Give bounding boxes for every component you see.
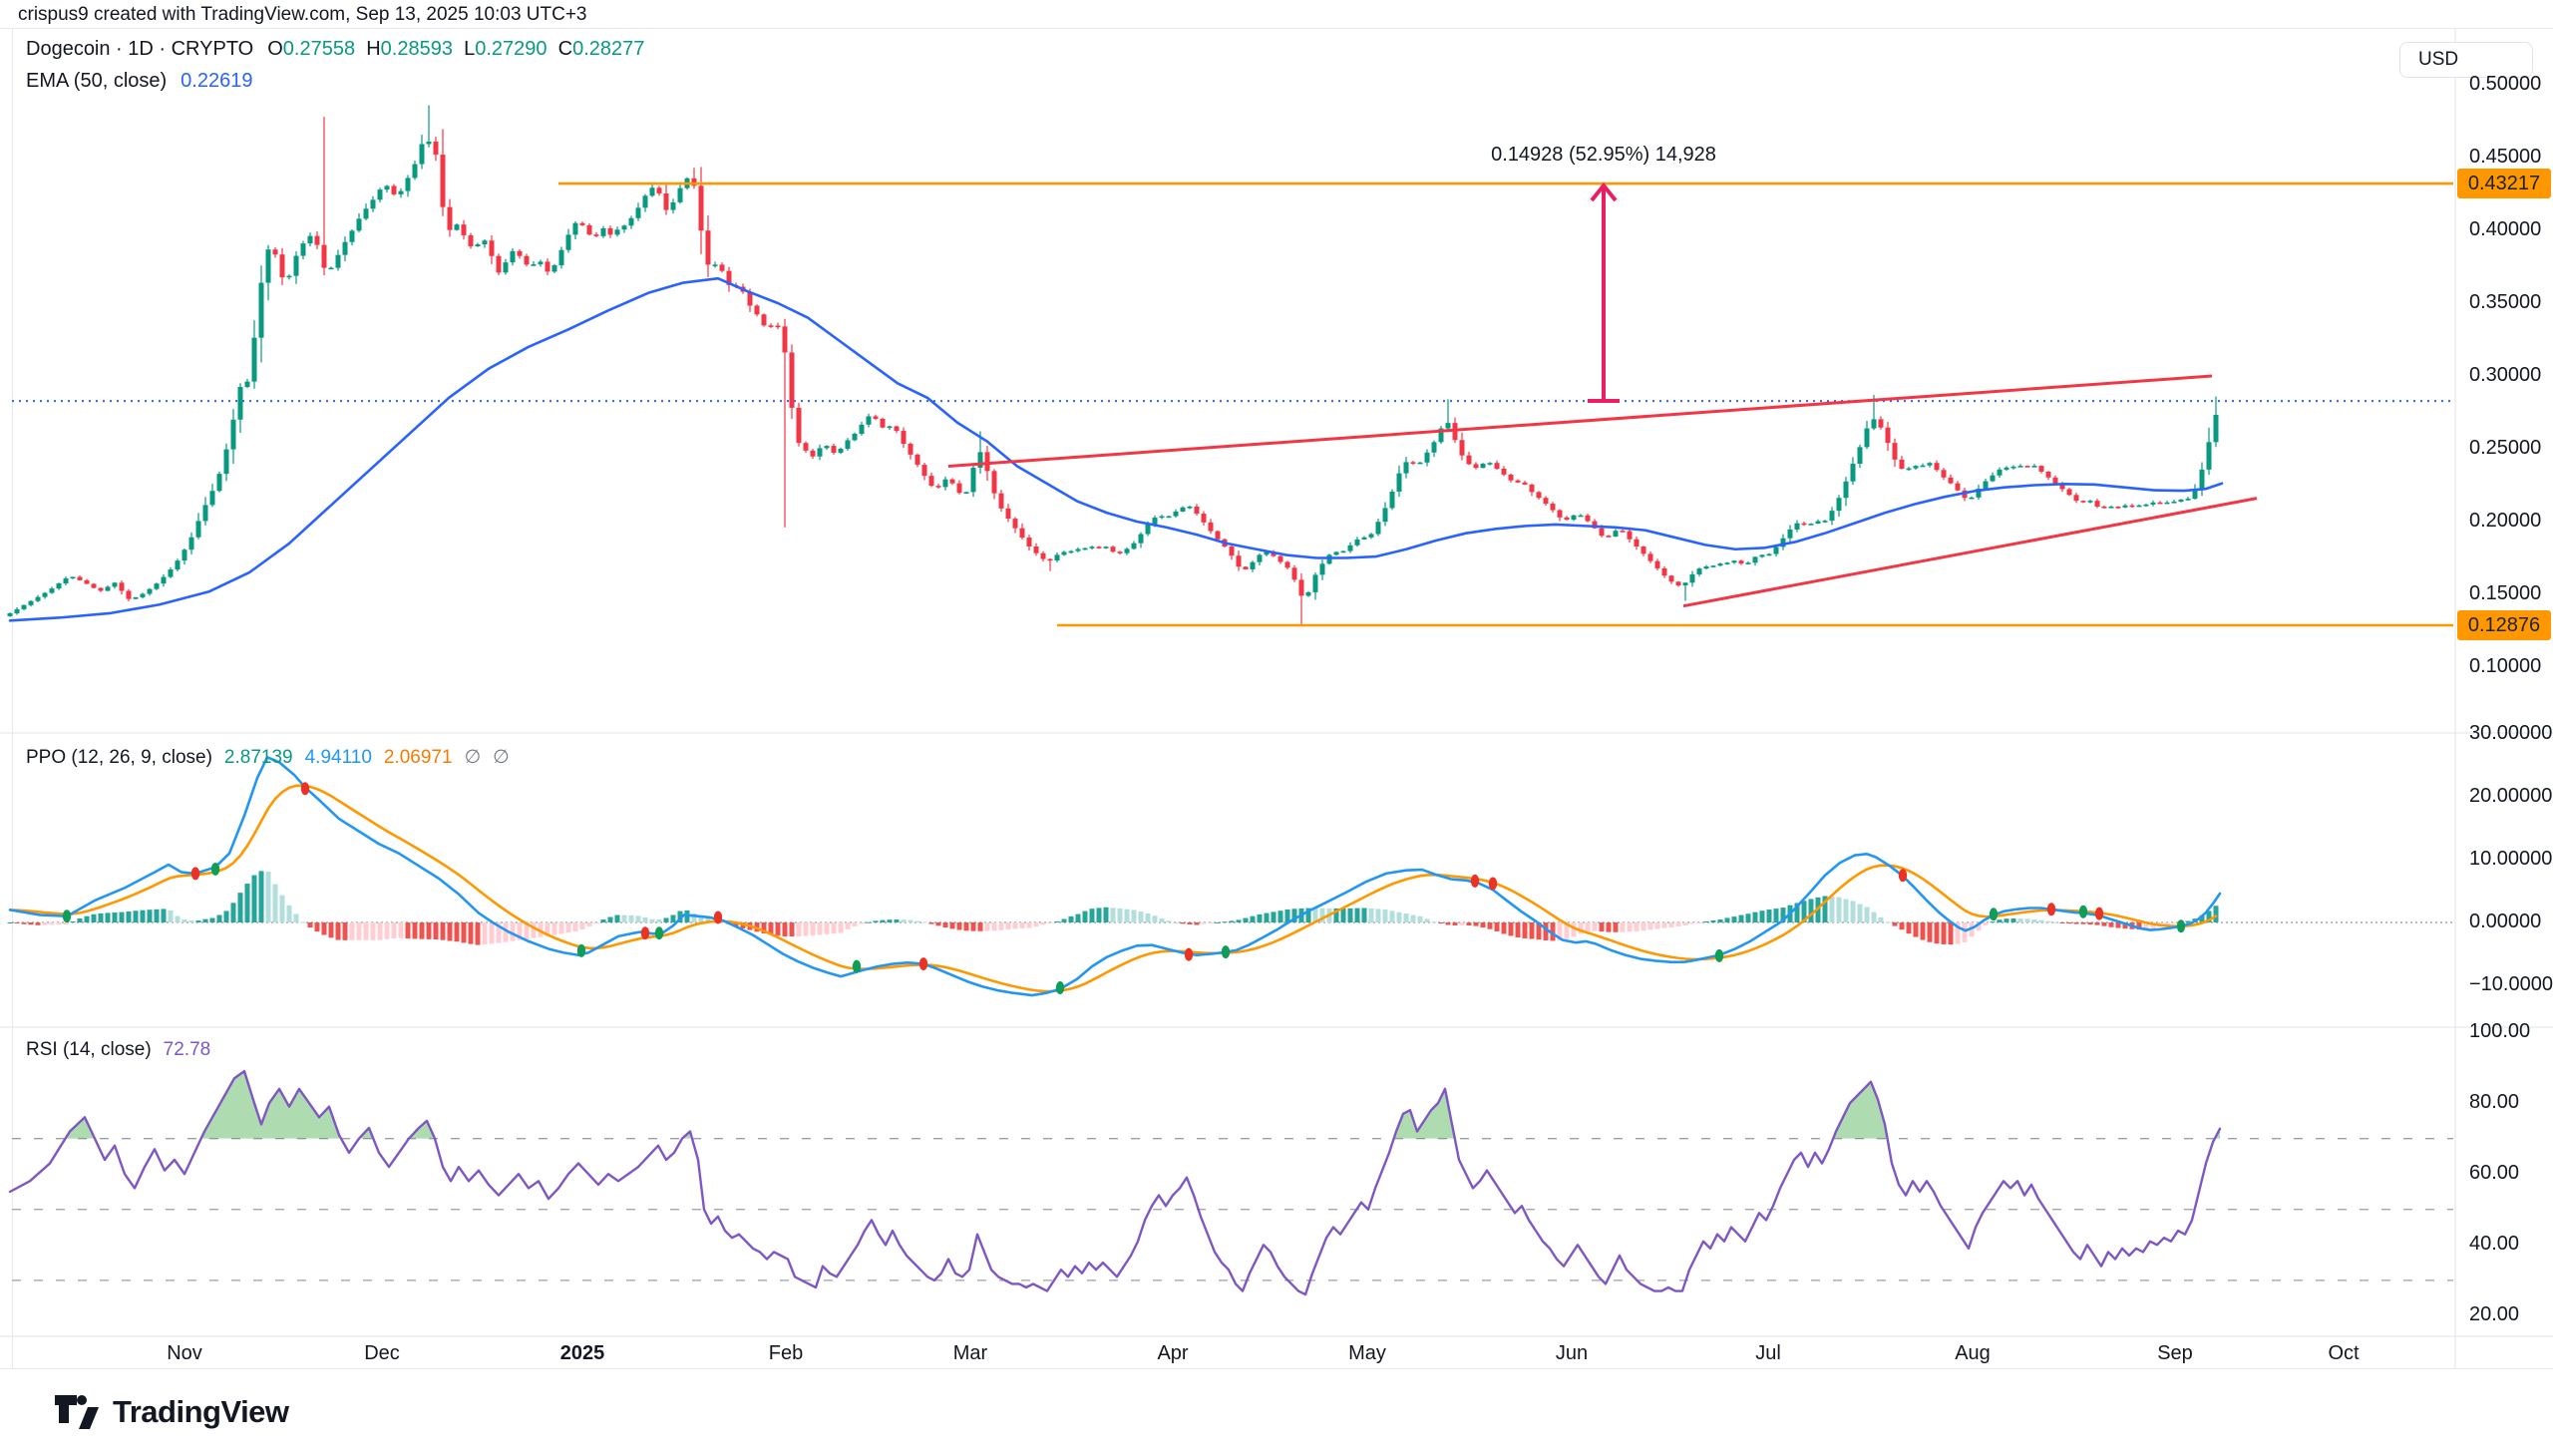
ppo-value-line: 4.94110 bbox=[304, 747, 372, 768]
brand-footer: TradingView bbox=[55, 1394, 289, 1430]
ppo-hidden-series-icon[interactable]: ∅ bbox=[493, 747, 510, 768]
ppo-legend: PPO (12, 26, 9, close) 2.87139 4.94110 2… bbox=[26, 746, 510, 769]
price-level-badge: 0.43217 bbox=[2457, 169, 2551, 199]
trendline[interactable] bbox=[1682, 497, 2258, 608]
ppo-cross-up-dot bbox=[852, 959, 862, 973]
time-axis-label: Oct bbox=[2328, 1342, 2360, 1364]
price-axis-tick: 0.40000 bbox=[2469, 218, 2542, 240]
rsi-axis-tick: 100.00 bbox=[2469, 1020, 2531, 1042]
ppo-value-signal: 2.06971 bbox=[383, 747, 453, 768]
ppo-cross-up-dot bbox=[654, 926, 664, 940]
rsi-pane[interactable] bbox=[8, 1069, 2453, 1296]
price-axis-tick: 0.20000 bbox=[2469, 510, 2542, 532]
ppo-cross-down-dot bbox=[918, 957, 928, 971]
card-bottom-border bbox=[0, 1368, 2553, 1369]
price-axis-tick: 0.50000 bbox=[2469, 73, 2542, 95]
card-left-border bbox=[12, 28, 13, 1368]
ppo-value-histogram: 2.87139 bbox=[223, 747, 293, 768]
high-value: 0.28593 bbox=[380, 38, 453, 60]
ppo-hidden-series-icon[interactable]: ∅ bbox=[464, 747, 482, 768]
ppo-cross-down-dot bbox=[2046, 903, 2056, 916]
currency-unit-button[interactable]: USD bbox=[2399, 42, 2533, 78]
rsi-axis-tick: 80.00 bbox=[2469, 1091, 2520, 1114]
ppo-axis-tick: −10.00000 bbox=[2469, 973, 2553, 995]
price-axis-tick: 0.25000 bbox=[2469, 437, 2542, 459]
ppo-cross-up-dot bbox=[62, 910, 72, 923]
ema-indicator-label[interactable]: EMA (50, close) bbox=[26, 70, 168, 92]
main-legend: Dogecoin · 1D · CRYPTO O0.27558 H0.28593… bbox=[26, 36, 644, 100]
rsi-axis-tick: 20.00 bbox=[2469, 1303, 2520, 1326]
rsi-legend: RSI (14, close) 72.78 bbox=[26, 1039, 210, 1061]
ema-indicator-value: 0.22619 bbox=[181, 70, 253, 92]
ppo-axis-tick: 10.00000 bbox=[2469, 848, 2553, 870]
ppo-cross-up-dot bbox=[2176, 919, 2186, 933]
time-axis-label: Sep bbox=[2157, 1342, 2193, 1364]
ppo-cross-down-dot bbox=[1184, 947, 1194, 961]
price-axis-tick: 0.30000 bbox=[2469, 364, 2542, 386]
ppo-cross-up-dot bbox=[1221, 945, 1231, 959]
credit-text: crispus9 created with TradingView.com, S… bbox=[18, 4, 587, 25]
ppo-cross-down-dot bbox=[1470, 874, 1480, 888]
ppo-cross-down-dot bbox=[713, 910, 723, 924]
time-axis-label: Feb bbox=[768, 1342, 804, 1364]
trendline[interactable] bbox=[947, 374, 2213, 469]
symbol-title[interactable]: Dogecoin · 1D · CRYPTO bbox=[26, 38, 254, 60]
time-axis-label: 2025 bbox=[559, 1342, 605, 1364]
open-label: O bbox=[267, 38, 283, 60]
ppo-axis-tick: 30.00000 bbox=[2469, 722, 2553, 744]
close-value: 0.28277 bbox=[572, 38, 645, 60]
ppo-indicator-label[interactable]: PPO (12, 26, 9, close) bbox=[26, 747, 212, 768]
currency-label: USD bbox=[2418, 49, 2459, 70]
price-level-badge: 0.12876 bbox=[2457, 610, 2551, 640]
ema-row: EMA (50, close) 0.22619 bbox=[26, 68, 644, 94]
low-value: 0.27290 bbox=[475, 38, 547, 60]
ppo-cross-up-dot bbox=[1055, 981, 1065, 995]
rsi-indicator-value: 72.78 bbox=[163, 1039, 211, 1060]
ppo-axis-tick: 0.00000 bbox=[2469, 910, 2542, 932]
ppo-cross-down-dot bbox=[2094, 907, 2104, 920]
tradingview-logo-icon bbox=[55, 1395, 99, 1429]
time-axis-label: May bbox=[1348, 1342, 1386, 1364]
time-axis-label: Jun bbox=[1555, 1342, 1589, 1364]
symbol-row: Dogecoin · 1D · CRYPTO O0.27558 H0.28593… bbox=[26, 36, 644, 62]
ohlc-values: O0.27558 H0.28593 L0.27290 C0.28277 bbox=[267, 36, 644, 62]
price-axis-tick: 0.15000 bbox=[2469, 582, 2542, 604]
price-axis-tick: 0.35000 bbox=[2469, 291, 2542, 313]
card-top-border bbox=[0, 28, 2553, 29]
measurement-label[interactable]: 0.14928 (52.95%) 14,928 bbox=[1491, 144, 1716, 167]
open-value: 0.27558 bbox=[282, 38, 356, 60]
time-axis-label: Aug bbox=[1955, 1342, 1991, 1364]
ppo-cross-up-dot bbox=[1714, 948, 1724, 962]
low-label: L bbox=[464, 38, 476, 60]
ppo-cross-down-dot bbox=[190, 867, 200, 881]
close-label: C bbox=[557, 38, 573, 60]
time-axis-label: Mar bbox=[952, 1342, 988, 1364]
time-axis-label: Jul bbox=[1755, 1342, 1781, 1364]
price-pane[interactable] bbox=[7, 105, 2454, 627]
ppo-pane[interactable] bbox=[7, 756, 2454, 997]
time-axis-label: Apr bbox=[1157, 1342, 1189, 1364]
ppo-axis-tick: 20.00000 bbox=[2469, 785, 2553, 807]
ppo-cross-down-dot bbox=[300, 782, 310, 796]
price-axis-tick: 0.10000 bbox=[2469, 655, 2542, 677]
rsi-axis-tick: 40.00 bbox=[2469, 1233, 2520, 1256]
time-axis-label: Nov bbox=[167, 1342, 202, 1364]
time-axis-label: Dec bbox=[364, 1342, 400, 1364]
ppo-cross-up-dot bbox=[1989, 908, 1999, 921]
ppo-cross-down-dot bbox=[640, 926, 650, 940]
brand-name: TradingView bbox=[113, 1394, 289, 1429]
price-axis-tick: 0.45000 bbox=[2469, 146, 2542, 168]
ppo-cross-down-dot bbox=[1488, 877, 1498, 891]
rsi-indicator-label[interactable]: RSI (14, close) bbox=[26, 1039, 152, 1060]
rsi-axis-tick: 60.00 bbox=[2469, 1162, 2520, 1185]
high-label: H bbox=[366, 38, 381, 60]
ppo-cross-up-dot bbox=[576, 943, 586, 957]
ppo-cross-up-dot bbox=[2078, 905, 2088, 918]
ppo-cross-down-dot bbox=[1898, 869, 1908, 883]
price-range-measure-tool[interactable] bbox=[1588, 182, 1620, 403]
ppo-cross-up-dot bbox=[210, 862, 220, 876]
